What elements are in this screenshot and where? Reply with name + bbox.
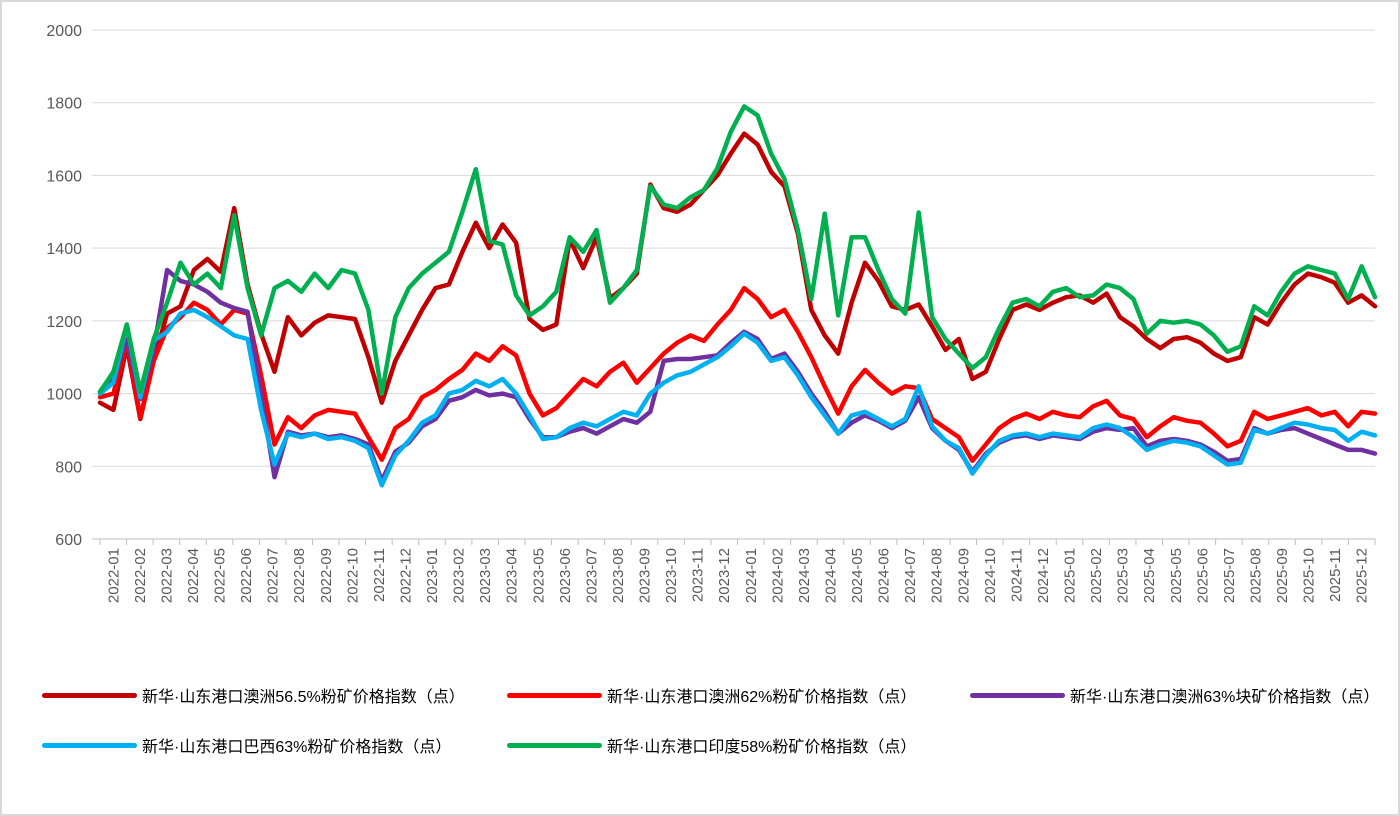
- x-axis-tick-label: 2023-03: [477, 548, 494, 603]
- x-axis-tick-label: 2022-10: [344, 548, 361, 603]
- x-axis-tick-label: 2022-01: [105, 548, 122, 603]
- x-axis-tick-label: 2024-07: [902, 548, 919, 603]
- legend-line-swatch-red: [507, 692, 602, 698]
- legend-item-au63-lump: 新华·山东港口澳洲63%块矿价格指数（点）: [970, 685, 1380, 706]
- x-axis-tick-label: 2023-09: [637, 548, 654, 603]
- series-line-0: [97, 131, 1378, 422]
- y-axis-tick-label: 1400: [46, 241, 82, 258]
- x-axis-tick-label: 2024-09: [955, 548, 972, 603]
- legend-item-au565-fines: 新华·山东港口澳洲56.5%粉矿价格指数（点）: [42, 685, 465, 706]
- x-axis-tick-label: 2022-11: [371, 548, 388, 602]
- x-axis-tick-label: 2025-04: [1141, 548, 1158, 603]
- legend-line-swatch-purple: [970, 692, 1065, 698]
- x-axis-tick-label: 2022-02: [132, 548, 149, 603]
- x-axis-tick-label: 2024-11: [1008, 548, 1025, 602]
- x-axis-tick-label: 2022-07: [265, 548, 282, 603]
- x-axis-tick-label: 2024-01: [743, 548, 760, 603]
- series-line-1: [97, 285, 1378, 464]
- x-axis-tick-label: 2022-08: [291, 548, 308, 603]
- legend-label: 新华·山东港口巴西63%粉矿价格指数（点）: [142, 739, 452, 756]
- legend-line-swatch-blue: [42, 742, 137, 748]
- x-axis-tick-label: 2025-07: [1221, 548, 1238, 603]
- x-axis-tick-label: 2022-04: [185, 548, 202, 603]
- x-axis-tick-label: 2023-04: [504, 548, 521, 603]
- x-axis-tick-label: 2022-09: [318, 548, 335, 603]
- x-axis-tick-label: 2023-05: [530, 548, 547, 603]
- x-axis-tick-label: 2025-08: [1247, 548, 1264, 603]
- x-axis-tick-label: 2024-05: [849, 548, 866, 603]
- legend-item-in58-fines: 新华·山东港口印度58%粉矿价格指数（点）: [507, 735, 917, 756]
- x-axis-tick-label: 2023-01: [424, 548, 441, 603]
- series-line-3: [97, 307, 1378, 488]
- x-axis-tick-label: 2022-03: [158, 548, 175, 603]
- y-axis-tick-label: 600: [55, 532, 82, 549]
- y-axis-tick-label: 1200: [46, 314, 82, 331]
- x-axis-tick-label: 2025-10: [1301, 548, 1318, 603]
- x-axis-tick-label: 2025-01: [1062, 548, 1079, 603]
- x-axis-tick-label: 2023-12: [716, 548, 733, 603]
- legend-label: 新华·山东港口印度58%粉矿价格指数（点）: [607, 739, 917, 756]
- y-axis-tick-label: 1600: [46, 168, 82, 185]
- x-axis-tick-label: 2025-05: [1168, 548, 1185, 603]
- x-axis-tick-label: 2024-02: [769, 548, 786, 603]
- legend-line-swatch-green: [507, 742, 602, 748]
- x-axis-tick-label: 2023-07: [583, 548, 600, 603]
- x-axis-tick-label: 2024-12: [1035, 548, 1052, 603]
- x-axis-tick-label: 2022-06: [238, 548, 255, 603]
- x-axis-tick-label: 2022-05: [212, 548, 229, 603]
- x-axis-tick-label: 2023-06: [557, 548, 574, 603]
- x-axis-tick-label: 2023-11: [690, 548, 707, 602]
- legend-item-au62-fines: 新华·山东港口澳洲62%粉矿价格指数（点）: [507, 685, 917, 706]
- y-axis-tick-label: 2000: [46, 23, 82, 40]
- x-axis-tick-label: 2025-02: [1088, 548, 1105, 603]
- x-axis-tick-label: 2024-04: [822, 548, 839, 603]
- y-axis-tick-label: 1000: [46, 387, 82, 404]
- legend-item-br63-fines: 新华·山东港口巴西63%粉矿价格指数（点）: [42, 735, 452, 756]
- y-axis-tick-label: 800: [55, 459, 82, 476]
- x-axis-tick-label: 2024-06: [876, 548, 893, 603]
- legend-label: 新华·山东港口澳洲62%粉矿价格指数（点）: [607, 689, 917, 706]
- x-axis-tick-label: 2022-12: [397, 548, 414, 603]
- x-axis-tick-label: 2025-11: [1327, 548, 1344, 602]
- x-axis-tick-label: 2025-06: [1194, 548, 1211, 603]
- x-axis-tick-label: 2023-08: [610, 548, 627, 603]
- y-axis-tick-label: 1800: [46, 96, 82, 113]
- legend-label: 新华·山东港口澳洲56.5%粉矿价格指数（点）: [142, 689, 465, 706]
- x-axis-tick-label: 2023-02: [451, 548, 468, 603]
- x-axis-tick-label: 2025-03: [1115, 548, 1132, 603]
- x-axis-tick-label: 2023-10: [663, 548, 680, 603]
- x-axis-tick-label: 2024-10: [982, 548, 999, 603]
- legend-line-swatch-darkred: [42, 692, 137, 698]
- series-line-4: [97, 104, 1378, 396]
- x-axis-tick-label: 2024-08: [929, 548, 946, 603]
- x-axis-tick-label: 2024-03: [796, 548, 813, 603]
- legend-label: 新华·山东港口澳洲63%块矿价格指数（点）: [1070, 689, 1380, 706]
- x-axis-tick-label: 2025-12: [1354, 548, 1371, 603]
- x-axis-tick-label: 2025-09: [1274, 548, 1291, 603]
